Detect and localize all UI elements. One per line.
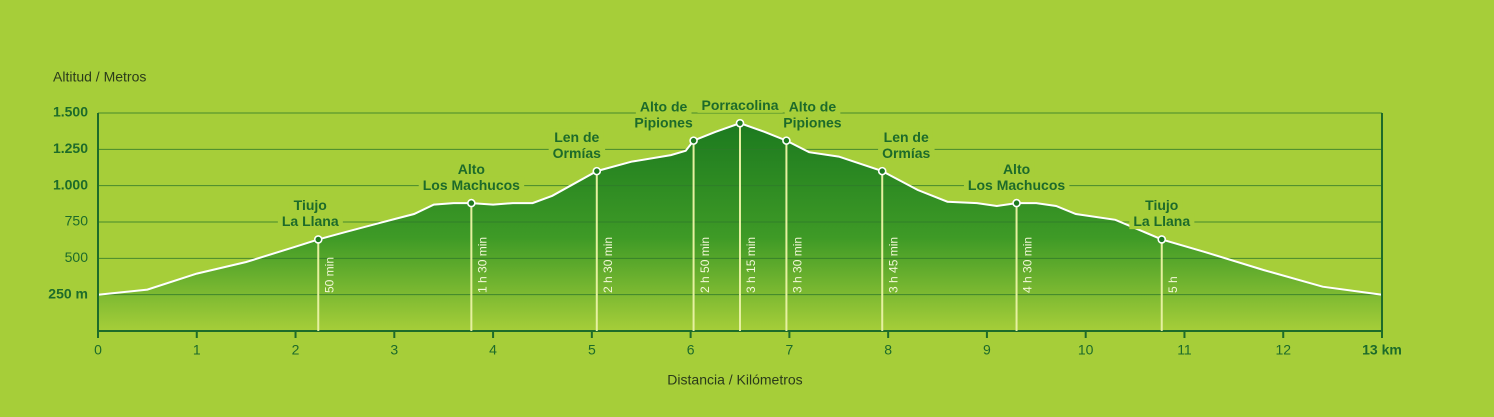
waypoint-label: Len de [554,129,599,145]
waypoint-time: 3 h 30 min [791,237,805,293]
waypoint-label: Alto de [789,98,837,114]
x-tick-label: 10 [1078,342,1094,358]
waypoint-time: 2 h 50 min [698,237,712,293]
x-axis-title: Distancia / Kilómetros [667,372,802,388]
y-tick-label: 750 [65,213,89,229]
waypoint-marker [592,166,602,176]
waypoint-label: Los Machucos [423,177,520,193]
waypoint-label: Alto [1003,161,1030,177]
waypoint-label: La Llana [282,213,339,229]
x-tick-label: 7 [785,342,793,358]
label-background [998,160,1035,177]
label-background [779,114,846,131]
x-tick-label: 3 [390,342,398,358]
label-background [453,160,489,177]
waypoint-marker [467,198,476,208]
waypoint-marker [1157,235,1167,244]
x-tick-label: 6 [687,342,695,358]
waypoint-marker [689,136,698,145]
waypoint-marker [877,166,887,176]
label-background [418,176,525,193]
label-background [277,213,343,230]
label-background [878,144,935,161]
x-tick-label: 0 [94,342,102,358]
x-tick-label: 11 [1177,342,1192,358]
waypoint-label: Pipiones [783,114,842,130]
waypoint-label: Len de [884,129,929,145]
x-tick-label: 4 [489,342,497,358]
label-background [697,96,783,113]
waypoint-time: 1 h 30 min [476,237,490,293]
waypoint-time: 3 h 15 min [744,237,758,293]
waypoint-time: 50 min [322,257,336,293]
y-tick-label: 250 m [48,285,88,301]
label-background [1141,197,1183,214]
waypoint-label: Alto [458,161,485,177]
waypoint-marker [735,118,745,128]
y-tick-label: 1.500 [53,104,88,120]
x-tick-label: 8 [884,342,892,358]
label-background [879,128,933,145]
label-background [635,98,692,115]
waypoint-time: 3 h 45 min [886,237,900,293]
waypoint-label: Tiujo [1145,197,1178,213]
x-tick-label: 13 km [1362,342,1402,358]
waypoint-label: Los Machucos [968,177,1065,193]
waypoint-time: 2 h 30 min [601,237,615,293]
x-tick-label: 2 [292,342,300,358]
y-tick-label: 1.250 [53,140,88,156]
waypoint-time: 5 h [1166,276,1180,293]
waypoint-label: Ormías [882,145,930,161]
waypoint-marker [782,136,791,145]
x-tick-label: 1 [193,342,201,358]
label-background [630,114,697,131]
label-background [289,197,331,214]
y-tick-label: 1.000 [53,176,88,192]
y-axis-title: Altitud / Metros [53,69,146,85]
waypoint-label: Alto de [640,98,688,114]
x-tick-label: 9 [983,342,991,358]
x-tick-label: 5 [588,342,596,358]
label-background [1129,213,1195,230]
waypoint-time: 4 h 30 min [1021,237,1035,293]
waypoint-label: Ormías [553,145,601,161]
x-tick-label: 12 [1275,342,1291,358]
label-background [963,176,1070,193]
waypoint-label: Pipiones [634,114,693,130]
waypoint-label: Porracolina [701,97,778,113]
label-background [784,98,841,115]
waypoint-marker [1012,198,1021,208]
profile-line [97,122,1383,296]
label-background [550,128,604,145]
waypoint-label: Tiujo [294,197,327,213]
label-background [548,144,606,161]
y-tick-label: 500 [65,249,89,265]
waypoint-marker [313,235,323,244]
waypoint-label: La Llana [1133,213,1190,229]
